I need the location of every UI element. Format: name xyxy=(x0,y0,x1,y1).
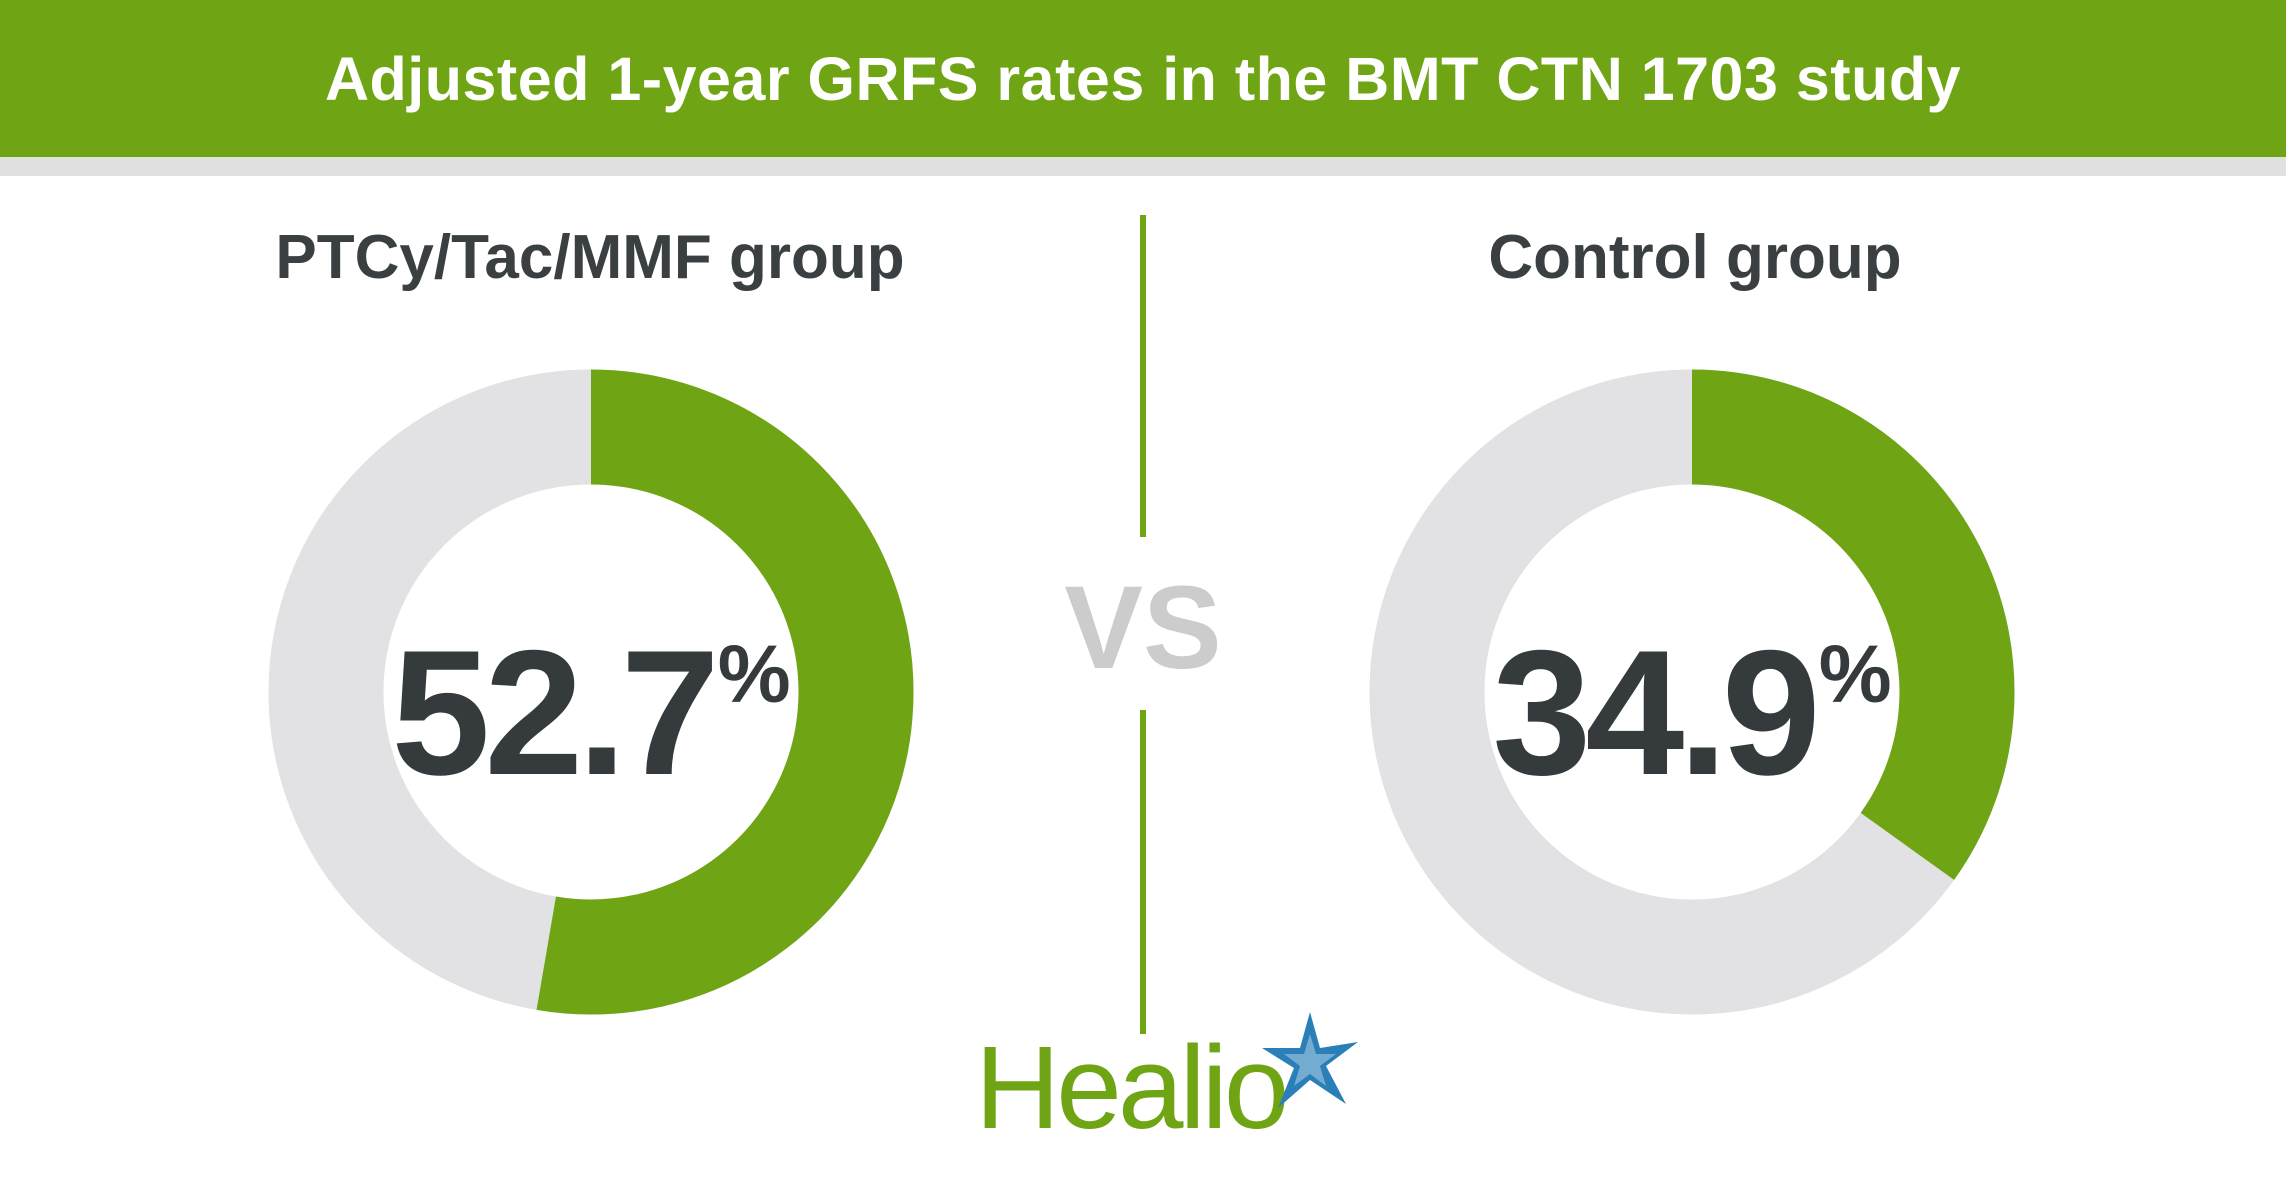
vs-label: VS xyxy=(1064,562,1222,694)
header-banner: Adjusted 1-year GRFS rates in the BMT CT… xyxy=(0,0,2286,157)
donut-title-right: Control group xyxy=(1488,223,1902,292)
percent-sign-right: % xyxy=(1818,629,1892,720)
value-text-right: 34.9 xyxy=(1492,613,1820,812)
healio-logo: Healio xyxy=(975,1012,1358,1156)
percent-sign-left: % xyxy=(717,629,791,720)
header-divider-strip xyxy=(0,157,2286,176)
donut-value-right: 34.9% xyxy=(1392,610,1992,815)
donut-arc-left xyxy=(536,369,914,1015)
donut-title-left: PTCy/Tac/MMF group xyxy=(275,223,905,292)
star-burst-icon xyxy=(1262,1012,1358,1108)
donut-arc-right xyxy=(1691,369,2015,880)
logo-wordmark: Healio xyxy=(975,1022,1290,1154)
divider-line-top xyxy=(1140,215,1146,537)
donut-value-left: 52.7% xyxy=(291,610,891,815)
value-text-left: 52.7 xyxy=(391,613,719,812)
divider-line-bottom xyxy=(1140,710,1146,1034)
page-title: Adjusted 1-year GRFS rates in the BMT CT… xyxy=(324,44,1962,113)
